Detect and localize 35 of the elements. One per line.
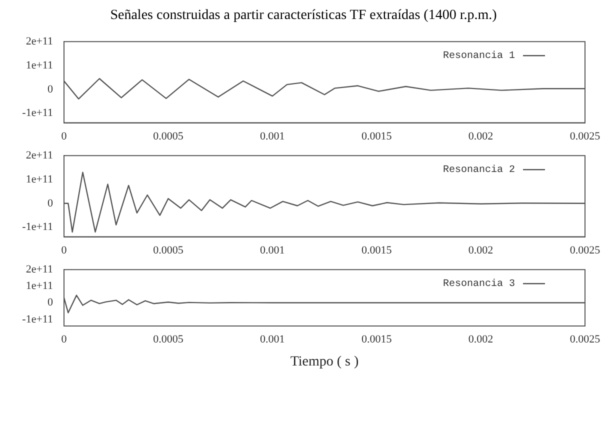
y-tick-label: 1e+11 — [26, 173, 53, 186]
y-tick-label: 2e+11 — [26, 149, 53, 162]
y-tick-label: 0 — [48, 296, 54, 309]
x-tick-label: 0.0005 — [153, 130, 184, 142]
x-tick-label: 0.002 — [468, 333, 494, 346]
legend-label: Resonancia 1 — [442, 50, 515, 62]
x-tick-label: 0.001 — [260, 333, 285, 346]
y-tick-label: 0 — [48, 197, 54, 210]
y-tick-label: 1e+11 — [26, 59, 53, 72]
x-tick-label: 0.001 — [260, 244, 285, 256]
x-tick-label: 0.0005 — [153, 244, 184, 256]
chart-title: Señales construidas a partir características TF extraídas (1400 r.p.m.) — [109, 7, 498, 25]
legend-label: Resonancia 3 — [442, 278, 515, 290]
y-tick-label: 1e+11 — [26, 280, 53, 292]
x-tick-label: 0.0015 — [361, 130, 392, 142]
x-tick-label: 0 — [61, 244, 68, 256]
x-tick-label: 0.002 — [468, 130, 494, 142]
x-tick-label: 0 — [61, 130, 68, 142]
y-tick-label: -1e+11 — [22, 221, 53, 234]
x-tick-label: 0.0015 — [361, 333, 392, 346]
x-tick-label: 0.0005 — [153, 333, 184, 346]
y-tick-label: -1e+11 — [22, 313, 53, 326]
legend-label: Resonancia 2 — [442, 164, 515, 176]
x-axis-title: Tiempo ( s ) — [290, 354, 359, 370]
x-tick-label: 0.002 — [468, 244, 494, 256]
y-tick-label: -1e+11 — [22, 107, 53, 120]
x-tick-label: 0.0015 — [361, 244, 392, 256]
x-tick-label: 0.0025 — [570, 244, 601, 256]
x-tick-label: 0.001 — [260, 130, 285, 142]
y-tick-label: 0 — [48, 83, 54, 96]
y-tick-label: 2e+11 — [26, 263, 53, 276]
x-tick-label: 0.0025 — [570, 130, 601, 142]
x-tick-label: 0.0025 — [570, 333, 601, 346]
y-tick-label: 2e+11 — [26, 35, 53, 48]
x-tick-label: 0 — [61, 333, 68, 346]
